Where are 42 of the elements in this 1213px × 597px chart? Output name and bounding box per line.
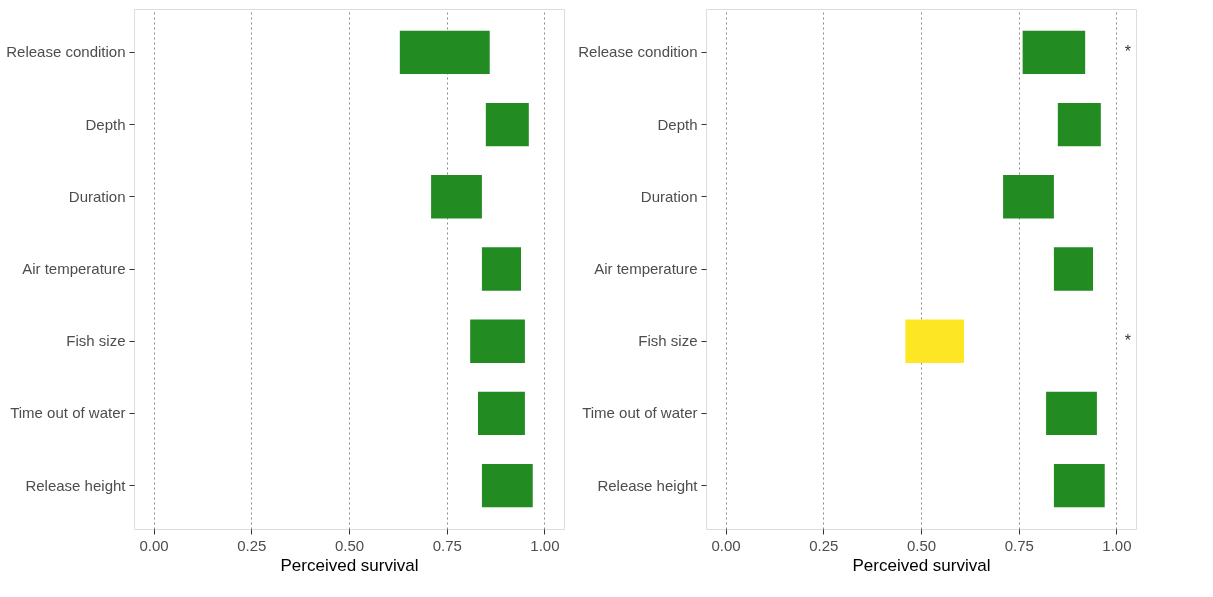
bar: [1003, 175, 1054, 219]
bar: [481, 247, 521, 291]
x-axis-title: Perceived survival: [280, 555, 419, 575]
y-tick-label: Duration: [640, 187, 698, 205]
y-tick-label: Depth: [85, 115, 126, 133]
x-tick-label: 0.00: [139, 536, 169, 554]
bar: [1053, 247, 1093, 291]
x-tick-label: 0.25: [809, 536, 839, 554]
bar: [1046, 391, 1097, 436]
y-tick-label: Air temperature: [594, 260, 698, 277]
x-axis-title: Perceived survival: [852, 555, 991, 575]
bar: [478, 391, 525, 436]
bar: [470, 319, 525, 363]
bar: [431, 175, 482, 219]
y-tick-label: Fish size: [66, 332, 126, 350]
y-tick-label: Duration: [68, 187, 126, 205]
y-tick-label: Release condition: [578, 43, 698, 61]
x-tick-label: 0.00: [711, 536, 741, 554]
y-tick-label: Depth: [657, 115, 698, 133]
bar: [481, 464, 533, 508]
x-tick-label: 1.00: [1102, 536, 1132, 554]
bar: [1022, 30, 1086, 74]
y-tick-label: Air temperature: [22, 260, 126, 277]
bar: [1057, 102, 1101, 147]
annotation: *: [1124, 332, 1131, 350]
y-tick-label: Release height: [597, 476, 699, 494]
y-tick-label: Release height: [25, 476, 127, 494]
bar: [485, 102, 529, 147]
x-tick-label: 1.00: [530, 536, 560, 554]
x-tick-label: 0.25: [237, 536, 267, 554]
bar: [399, 30, 490, 74]
bar: [1053, 464, 1105, 508]
y-tick-label: Fish size: [638, 332, 698, 350]
x-tick-label: 0.50: [334, 536, 365, 554]
y-tick-label: Release condition: [6, 43, 126, 61]
x-tick-label: 0.50: [906, 536, 937, 554]
x-tick-label: 0.75: [1004, 536, 1034, 554]
x-tick-label: 0.75: [432, 536, 462, 554]
y-tick-label: Time out of water: [10, 404, 126, 422]
y-tick-label: Time out of water: [582, 404, 698, 422]
bar: [905, 319, 964, 363]
annotation: *: [1124, 43, 1131, 61]
